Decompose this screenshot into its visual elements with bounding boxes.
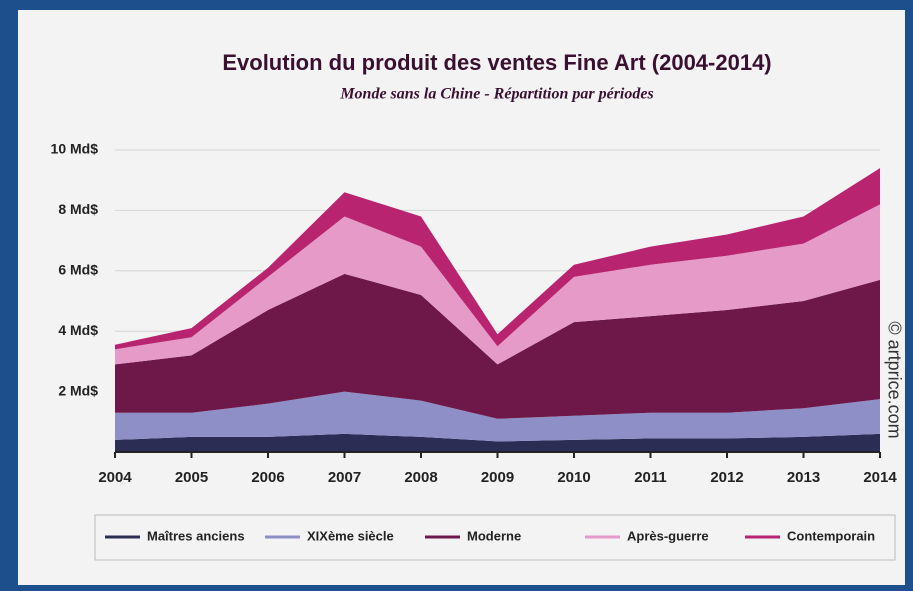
chart-subtitle: Monde sans la Chine - Répartition par pé…	[339, 86, 653, 103]
legend-label: Après-guerre	[627, 528, 709, 543]
x-tick-label: 2004	[98, 469, 132, 486]
x-tick-label: 2014	[863, 469, 897, 486]
x-tick-label: 2009	[481, 469, 514, 486]
x-tick-label: 2010	[557, 469, 590, 486]
x-tick-label: 2006	[251, 469, 284, 486]
x-tick-label: 2008	[404, 469, 437, 486]
legend-label: Maîtres anciens	[147, 528, 245, 543]
y-tick-label: 2 Md$	[58, 382, 98, 398]
credit: © artprice.com	[884, 321, 904, 438]
chart-title: Evolution du produit des ventes Fine Art…	[222, 50, 771, 75]
y-tick-label: 10 Md$	[51, 141, 99, 157]
x-tick-label: 2005	[175, 469, 208, 486]
x-tick-label: 2007	[328, 469, 361, 486]
x-tick-label: 2013	[787, 469, 820, 486]
legend-label: Moderne	[467, 528, 521, 543]
y-tick-label: 8 Md$	[58, 201, 98, 217]
legend-box	[94, 514, 896, 561]
x-tick-label: 2012	[710, 469, 743, 486]
x-tick-label: 2011	[634, 469, 667, 486]
y-tick-label: 6 Md$	[58, 262, 98, 278]
legend-label: XIXème siècle	[307, 528, 394, 543]
area	[115, 204, 880, 365]
area	[115, 391, 880, 442]
area	[115, 273, 880, 419]
y-tick-label: 4 Md$	[58, 322, 98, 338]
area	[115, 168, 880, 350]
legend-label: Contemporain	[787, 528, 875, 543]
